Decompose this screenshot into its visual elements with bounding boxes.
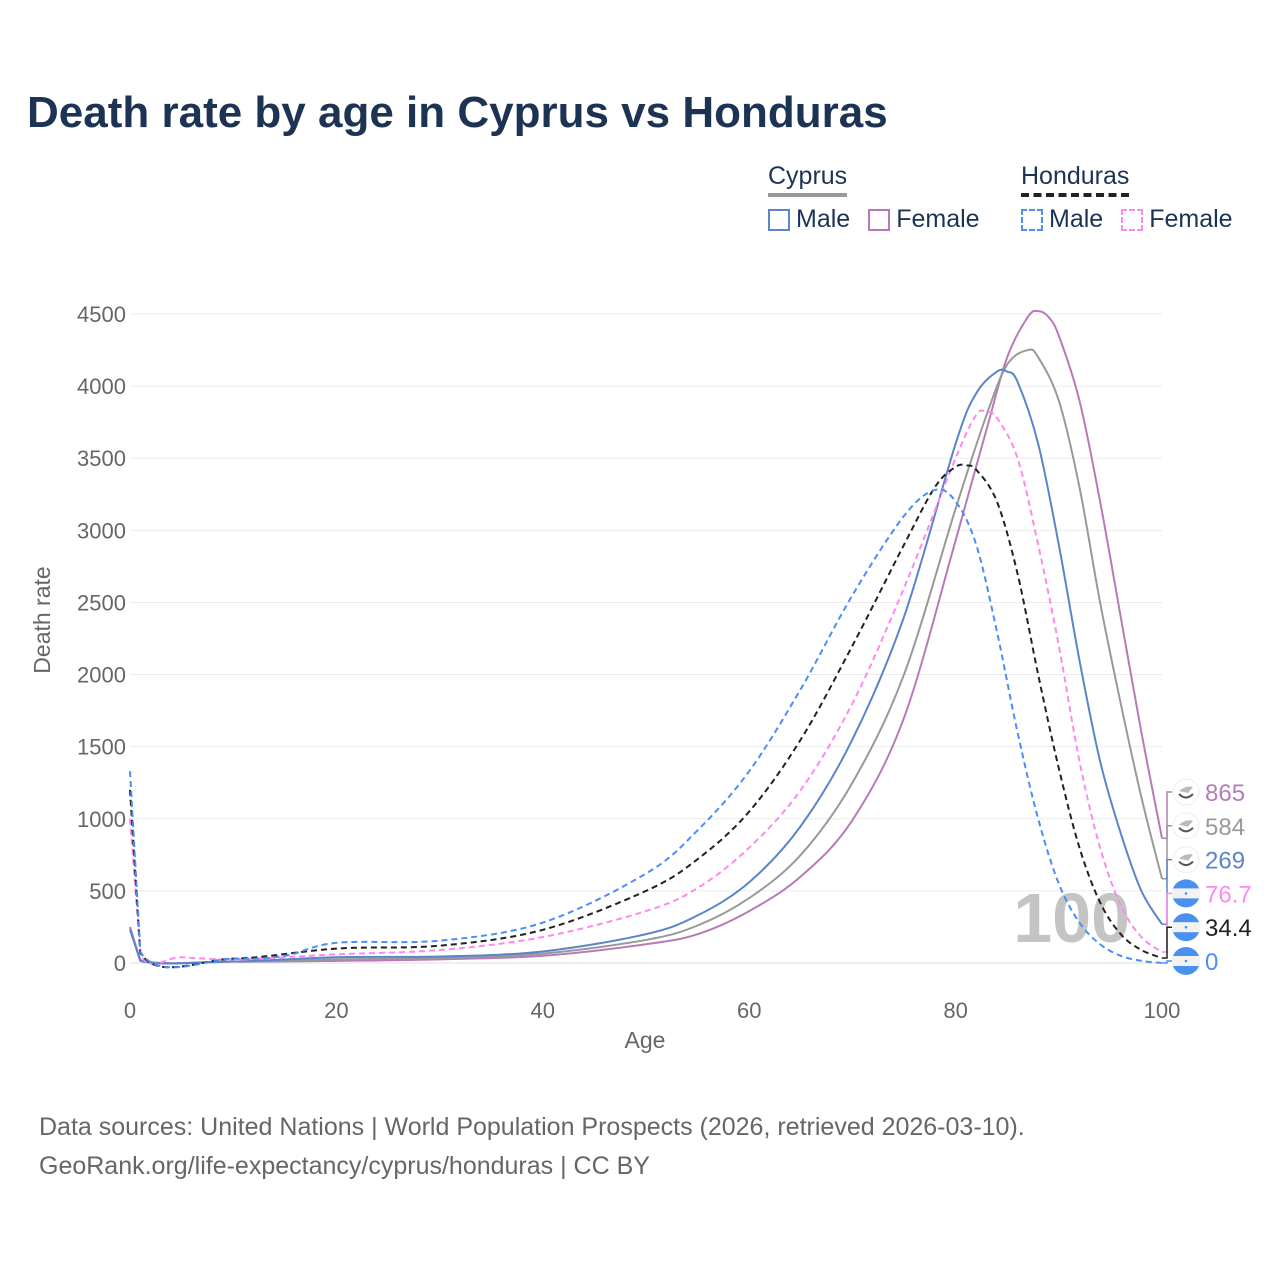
source-text: Data sources: United Nations | World Pop… <box>39 1113 1025 1141</box>
end-label-connector <box>1162 791 1172 839</box>
series-line-cyprus-female[interactable] <box>129 309 1163 965</box>
legend-group-honduras: Honduras Male Female <box>1021 162 1233 234</box>
end-label-connector <box>1162 825 1172 880</box>
end-value-label: 865 <box>1205 780 1245 807</box>
end-label-connector <box>1162 926 1172 959</box>
series-line-honduras-total[interactable] <box>129 463 1163 969</box>
series-line-cyprus-male[interactable] <box>129 368 1163 965</box>
cyprus-flag-icon <box>1172 812 1200 840</box>
chart-title: Death rate by age in Cyprus vs Honduras <box>27 88 888 137</box>
y-tick-label: 2000 <box>77 663 126 688</box>
footer: Data sources: United Nations | World Pop… <box>39 1108 1025 1186</box>
series-lines <box>129 309 1163 969</box>
y-tick-label: 500 <box>89 879 126 904</box>
legend-item-honduras-female[interactable]: Female <box>1121 205 1233 234</box>
end-value-label: 76.7 <box>1205 881 1252 908</box>
end-value-label: 0 <box>1205 949 1218 976</box>
legend-label: Male <box>796 205 851 233</box>
y-tick-label: 2500 <box>77 590 126 615</box>
cyprus-flag-icon <box>1172 778 1200 806</box>
legend-honduras-heading: Honduras <box>1021 162 1130 197</box>
x-tick-label: 100 <box>1144 998 1181 1023</box>
y-tick-label: 0 <box>114 951 126 976</box>
cyprus-flag-icon <box>1172 846 1200 874</box>
legend-swatch <box>868 208 891 231</box>
y-tick-label: 3000 <box>77 518 126 543</box>
legend-cyprus-heading: Cyprus <box>768 162 848 197</box>
y-tick-label: 4500 <box>77 302 126 327</box>
x-tick-label: 0 <box>124 998 136 1023</box>
year-watermark: 100 <box>1013 879 1130 957</box>
x-tick-label: 60 <box>737 998 761 1023</box>
end-value-label: 34.4 <box>1205 915 1252 942</box>
end-value-label: 269 <box>1205 848 1245 875</box>
legend-swatch <box>768 208 790 231</box>
x-tick-label: 20 <box>324 998 348 1023</box>
end-value-label: 584 <box>1205 814 1245 841</box>
end-label-connector <box>1162 858 1172 925</box>
honduras-flag-icon <box>1172 947 1200 975</box>
legend-swatch <box>1121 208 1144 231</box>
legend-item-cyprus-female[interactable]: Female <box>868 205 980 234</box>
x-axis-label: Age <box>625 1027 666 1053</box>
legend-label: Male <box>1049 205 1104 233</box>
series-line-honduras-male[interactable] <box>129 488 1163 969</box>
x-tick-label: 40 <box>531 998 555 1023</box>
series-line-cyprus-total[interactable] <box>129 348 1163 965</box>
y-tick-label: 1500 <box>77 735 126 760</box>
x-tick-label: 80 <box>943 998 967 1023</box>
y-tick-label: 3500 <box>77 446 126 471</box>
end-labels: 865 584 269 76.7 34.4 0 <box>1162 778 1252 976</box>
legend-swatch <box>1021 208 1043 231</box>
honduras-flag-icon <box>1172 879 1200 908</box>
legend-label: Female <box>1149 205 1233 233</box>
end-label-connector <box>1162 892 1172 953</box>
y-axis-label: Death rate <box>29 566 55 673</box>
y-tick-label: 1000 <box>77 807 126 832</box>
honduras-flag-icon <box>1172 913 1200 942</box>
legend-group-cyprus: Cyprus Male Female <box>768 162 980 234</box>
source-link[interactable]: GeoRank.org/life-expectancy/cyprus/hondu… <box>39 1152 650 1180</box>
series-line-honduras-female[interactable] <box>129 409 1163 966</box>
legend-item-cyprus-male[interactable]: Male <box>768 205 850 234</box>
end-label-connector <box>1162 960 1172 964</box>
legend-item-honduras-male[interactable]: Male <box>1021 205 1103 234</box>
y-tick-label: 4000 <box>77 374 126 399</box>
legend-label: Female <box>896 205 980 233</box>
